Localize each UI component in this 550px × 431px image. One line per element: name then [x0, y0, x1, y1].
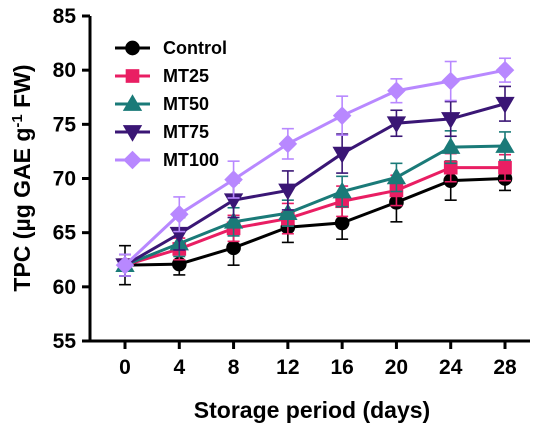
point-mt75-marker — [278, 183, 298, 201]
legend-label: MT75 — [163, 122, 209, 142]
point-mt75-marker — [441, 112, 461, 129]
point-control-marker — [226, 240, 241, 256]
legend-control-marker — [125, 40, 140, 56]
point-mt50-marker — [441, 137, 461, 154]
point-mt50-marker — [332, 181, 352, 199]
y-tick-label: 80 — [53, 59, 76, 82]
y-tick-label: 75 — [53, 113, 77, 136]
y-tick-label: 65 — [53, 222, 77, 245]
y-tick-label: 85 — [53, 5, 77, 28]
point-mt100-marker — [495, 60, 515, 80]
point-mt100-marker — [115, 255, 135, 275]
series-line-mt100 — [123, 68, 506, 267]
x-tick-label: 24 — [439, 356, 463, 379]
legend-mt25-marker — [125, 69, 140, 83]
x-ticks: 0 4 8 12 16 20 24 28 — [119, 341, 517, 379]
y-ticks: 55 60 65 70 75 80 85 — [53, 5, 90, 353]
point-mt50-marker — [386, 167, 407, 185]
point-mt75-marker — [386, 116, 407, 134]
legend-label: MT50 — [163, 94, 209, 114]
x-tick-label: 28 — [493, 356, 517, 379]
series-mt100 — [115, 57, 515, 277]
x-tick-label: 20 — [385, 356, 408, 379]
point-mt75-marker — [495, 96, 515, 114]
legend: Control MT25 MT50 MT75 MT100 — [115, 38, 227, 170]
legend-mt75-marker — [122, 125, 143, 142]
series-line-mt75 — [124, 102, 506, 267]
legend-item-mt25: MT25 — [115, 66, 209, 86]
legend-label: Control — [163, 38, 227, 58]
legend-label: MT25 — [163, 66, 209, 86]
legend-item-control: Control — [115, 38, 227, 58]
legend-item-mt75: MT75 — [115, 122, 209, 142]
legend-label: MT100 — [163, 150, 219, 170]
point-mt100-marker — [278, 134, 298, 154]
y-axis-title-superscript: -1 — [9, 114, 26, 127]
x-axis-title: Storage period (days) — [194, 397, 430, 423]
point-mt50-marker — [223, 212, 244, 229]
x-tick-label: 12 — [276, 356, 299, 379]
point-mt25-marker — [498, 160, 512, 175]
point-mt100-marker — [332, 106, 352, 125]
y-tick-label: 60 — [53, 276, 76, 299]
axes — [88, 16, 530, 343]
series-line-control — [124, 177, 506, 267]
point-mt100-marker — [224, 170, 243, 189]
point-control-marker — [334, 215, 350, 231]
x-tick-label: 4 — [173, 356, 185, 379]
legend-mt50-marker — [122, 94, 143, 111]
y-tick-label: 70 — [53, 168, 76, 191]
x-tick-label: 0 — [119, 356, 131, 379]
point-mt75-marker — [332, 146, 352, 164]
y-tick-label: 55 — [53, 330, 77, 353]
point-mt100-marker — [169, 204, 189, 224]
y-axis-title-prefix: TPC (µg GAE g — [9, 128, 35, 292]
point-mt100-marker — [441, 71, 461, 91]
legend-item-mt50: MT50 — [115, 94, 209, 114]
legend-item-mt100: MT100 — [115, 150, 219, 170]
data-series — [115, 57, 515, 286]
point-mt100-marker — [387, 81, 406, 101]
x-tick-label: 8 — [228, 356, 240, 379]
legend-mt100-marker — [123, 150, 142, 170]
y-axis-title-suffix: FW) — [9, 64, 35, 114]
series-control — [117, 160, 513, 286]
x-tick-label: 16 — [330, 356, 353, 379]
y-axis-title: TPC (µg GAE g-1 FW) — [9, 64, 35, 291]
point-mt50-marker — [278, 203, 298, 221]
point-mt50-marker — [495, 136, 515, 153]
series-line-mt50 — [124, 144, 506, 267]
series-line-mt25 — [124, 166, 505, 267]
